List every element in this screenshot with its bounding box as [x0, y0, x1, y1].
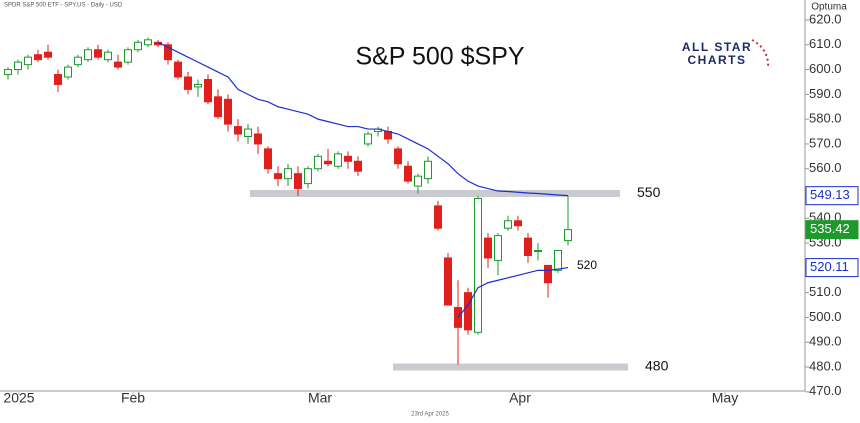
candle-body	[484, 237, 492, 259]
candle-body	[264, 148, 272, 170]
candle-body	[124, 49, 132, 63]
candle-body	[144, 39, 152, 46]
price-tag	[805, 258, 859, 278]
x-tick-label: Mar	[308, 390, 332, 406]
y-tick-label: 620.0	[809, 11, 842, 26]
candle-body	[174, 61, 182, 78]
y-tick-label: 560.0	[809, 160, 842, 175]
candle-body	[164, 44, 172, 61]
candle-body	[64, 66, 72, 78]
candle-body	[294, 173, 302, 190]
y-tick-label: 510.0	[809, 284, 842, 299]
candle-body	[234, 126, 242, 135]
logo: ALL STAR	[682, 40, 752, 54]
candle-body	[414, 175, 422, 187]
candle-body	[564, 229, 572, 242]
candle-body	[34, 54, 42, 61]
level-band	[250, 190, 620, 198]
candle-body	[184, 76, 192, 90]
candle-body	[54, 74, 62, 85]
candle-body	[394, 148, 402, 165]
price-tag	[805, 186, 859, 206]
candle-body	[514, 220, 522, 227]
y-tick-label: 500.0	[809, 309, 842, 324]
candle-body	[494, 235, 502, 261]
candle-body	[134, 41, 142, 51]
y-tick-label: 600.0	[809, 61, 842, 76]
y-tick-label: 590.0	[809, 86, 842, 101]
candle-body	[274, 173, 282, 180]
candle-body	[314, 155, 322, 170]
candle-body	[104, 51, 112, 61]
candle-body	[304, 168, 312, 185]
candle-body	[334, 153, 342, 167]
candle-body	[554, 250, 562, 271]
x-tick-label: Feb	[121, 390, 145, 406]
y-tick-label: 480.0	[809, 358, 842, 373]
candle-body	[44, 51, 52, 58]
logo-arc	[751, 39, 770, 69]
candle-body	[354, 160, 362, 172]
level-band	[393, 363, 628, 371]
candle-body	[214, 96, 222, 118]
y-tick-label: 570.0	[809, 135, 842, 150]
candle-body	[504, 220, 512, 229]
price-tag-label: 520.11	[810, 259, 849, 274]
candle-body	[324, 160, 332, 165]
x-tick-label: 2025	[3, 390, 34, 406]
level-label: 550	[637, 184, 661, 200]
candle-body	[4, 69, 12, 76]
brand: Optuma	[811, 2, 847, 13]
candle-body	[434, 205, 442, 229]
candle-body	[404, 165, 412, 182]
candle-body	[244, 128, 252, 137]
candle-body	[344, 155, 352, 162]
candle-body	[534, 250, 542, 253]
source: SPDR S&P 500 ETF - SPY.US - Daily - USD	[4, 3, 123, 9]
candle-body	[524, 237, 532, 256]
candle-body	[444, 257, 452, 306]
annotation: 520	[577, 258, 597, 272]
candle-body	[224, 98, 232, 125]
x-tick-label: May	[712, 390, 738, 406]
candle-body	[474, 197, 482, 333]
y-tick-label: 610.0	[809, 36, 842, 51]
y-tick-label: 490.0	[809, 334, 842, 349]
moving-average	[457, 266, 569, 318]
candle-body	[464, 292, 472, 331]
candle-body	[74, 56, 82, 66]
candle-body	[14, 61, 22, 71]
y-tick-label: 470.0	[809, 383, 842, 398]
candle-body	[544, 264, 552, 284]
x-tick-label: Apr	[509, 390, 531, 406]
candle-body	[204, 78, 212, 103]
moving-average	[157, 41, 569, 197]
candle-body	[194, 83, 202, 88]
date: 23rd Apr 2025	[411, 412, 449, 418]
candle-body	[254, 133, 262, 145]
price-tag	[805, 220, 859, 240]
candle-body	[284, 168, 292, 180]
logo: CHARTS	[688, 53, 747, 67]
chart-title: S&P 500 $SPY	[355, 43, 524, 71]
y-tick-label: 580.0	[809, 111, 842, 126]
level-label: 480	[645, 358, 669, 374]
price-tag-label: 549.13	[810, 187, 850, 202]
candle-body	[364, 133, 372, 145]
candle-body	[114, 61, 122, 68]
candle-body	[424, 160, 432, 180]
candle-body	[84, 49, 92, 61]
price-tag-label: 535.42	[810, 221, 850, 236]
candle-body	[24, 56, 32, 66]
candle-body	[94, 49, 102, 58]
